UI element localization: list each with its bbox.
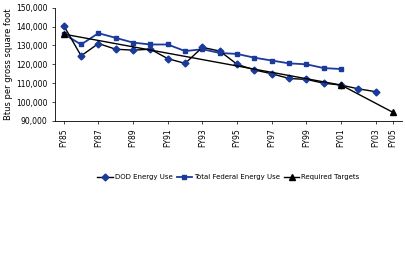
Total Federal Energy Use <box>113 36 118 39</box>
DOD Energy Use <box>373 90 377 93</box>
DOD Energy Use <box>61 24 66 27</box>
DOD Energy Use <box>200 46 205 49</box>
Required Targets <box>390 111 394 114</box>
Required Targets <box>61 33 66 36</box>
DOD Energy Use <box>355 87 360 90</box>
DOD Energy Use <box>113 48 118 51</box>
Line: Required Targets: Required Targets <box>60 31 396 116</box>
DOD Energy Use <box>286 77 291 80</box>
DOD Energy Use <box>165 57 170 60</box>
DOD Energy Use <box>303 78 308 81</box>
Y-axis label: Btus per gross square foot: Btus per gross square foot <box>4 8 13 120</box>
Total Federal Energy Use <box>269 59 273 62</box>
Required Targets <box>338 84 343 87</box>
DOD Energy Use <box>96 42 100 45</box>
Total Federal Energy Use <box>165 43 170 46</box>
Total Federal Energy Use <box>61 33 66 36</box>
Total Federal Energy Use <box>96 32 100 35</box>
Total Federal Energy Use <box>217 51 222 54</box>
Total Federal Energy Use <box>148 43 153 46</box>
Total Federal Energy Use <box>338 68 343 71</box>
Line: Total Federal Energy Use: Total Federal Energy Use <box>61 31 343 71</box>
Total Federal Energy Use <box>286 62 291 65</box>
DOD Energy Use <box>321 82 326 85</box>
Legend: DOD Energy Use, Total Federal Energy Use, Required Targets: DOD Energy Use, Total Federal Energy Use… <box>94 172 362 183</box>
DOD Energy Use <box>130 49 135 52</box>
Total Federal Energy Use <box>130 41 135 44</box>
Total Federal Energy Use <box>321 67 326 70</box>
Total Federal Energy Use <box>182 50 187 53</box>
DOD Energy Use <box>269 72 273 75</box>
DOD Energy Use <box>234 63 239 66</box>
DOD Energy Use <box>338 84 343 87</box>
DOD Energy Use <box>217 50 222 53</box>
Total Federal Energy Use <box>79 43 83 46</box>
Total Federal Energy Use <box>252 56 256 59</box>
DOD Energy Use <box>252 68 256 71</box>
Line: DOD Energy Use: DOD Energy Use <box>61 23 377 94</box>
DOD Energy Use <box>148 48 153 51</box>
Total Federal Energy Use <box>234 52 239 56</box>
Total Federal Energy Use <box>303 63 308 66</box>
DOD Energy Use <box>79 54 83 57</box>
DOD Energy Use <box>182 62 187 65</box>
Total Federal Energy Use <box>200 48 205 51</box>
